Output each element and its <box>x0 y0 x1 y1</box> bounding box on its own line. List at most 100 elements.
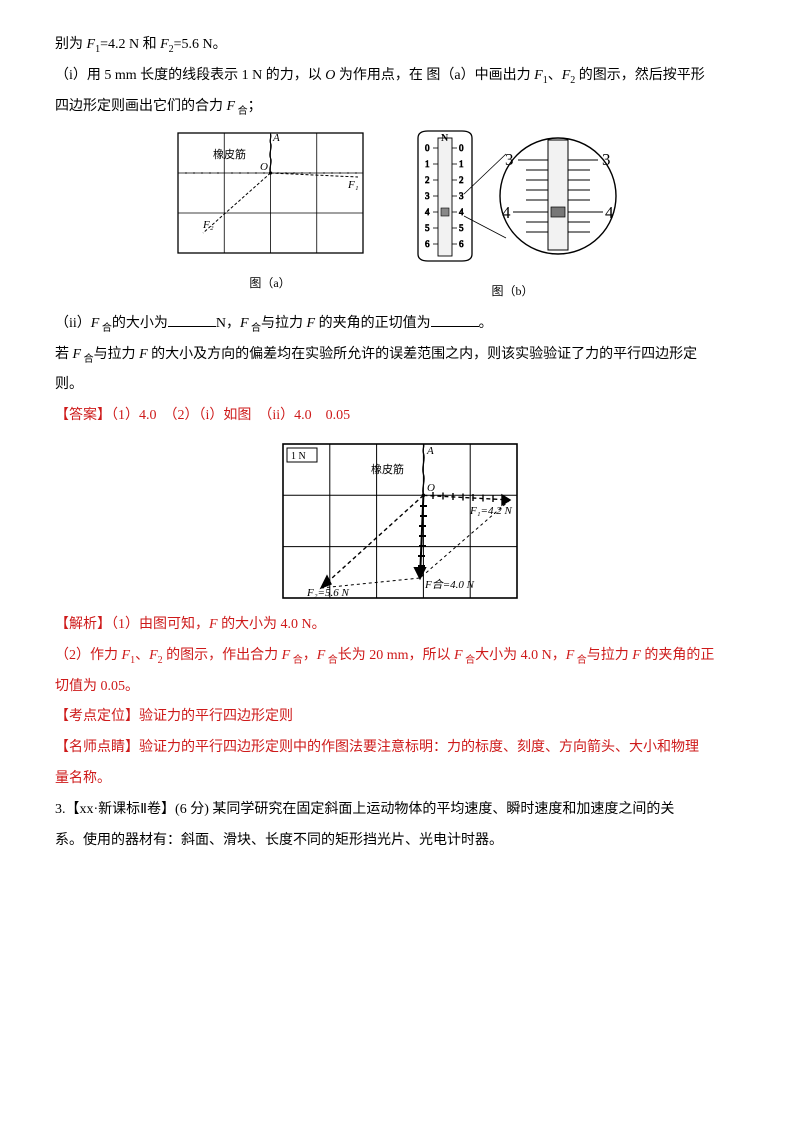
label-F1-2: F₁=4.2 N <box>469 505 512 517</box>
sub-he: 合 <box>81 353 94 364</box>
mingshi-2: 量名称。 <box>55 764 745 795</box>
tick-1r: 1 <box>459 159 464 169</box>
t: 与拉力 <box>261 316 307 331</box>
exp-1: 【解析】（1）由图可知，F 的大小为 4.0 N。 <box>55 610 745 641</box>
q3-line2: 系。使用的器材有：斜面、滑块、长度不同的矩形挡光片、光电计时器。 <box>55 826 745 857</box>
t: 的图示，然后按平形 <box>575 68 705 83</box>
t: =4.2 N 和 <box>100 37 160 52</box>
tick-6r: 6 <box>459 239 464 249</box>
tick-6l: 6 <box>425 239 430 249</box>
s: 合 <box>325 655 338 666</box>
exp-3: 切值为 0.05。 <box>55 672 745 703</box>
var-f1: F <box>87 37 96 52</box>
t: 。 <box>479 316 493 331</box>
t: 、 <box>548 68 562 83</box>
q3-line1: 3.【xx·新课标Ⅱ卷】(6 分) 某同学研究在固定斜面上运动物体的平均速度、瞬… <box>55 795 745 826</box>
tick-3r: 3 <box>459 191 464 201</box>
line-1: 别为 F1=4.2 N 和 F2=5.6 N。 <box>55 30 745 61</box>
figure-a: A O F₁ F₂ 橡皮筋 <box>173 128 368 268</box>
figure-2: 1 N A 橡皮筋 O F₁=4.2 N F₂=5.6 N F <box>275 436 525 606</box>
t: 【解析】（1）由图可知， <box>55 617 209 632</box>
t: 若 <box>55 347 73 362</box>
figure-b: 0 0 1 1 2 2 3 3 4 4 5 5 6 6 N <box>398 128 628 276</box>
big-4l: 4 <box>502 203 511 222</box>
big-3r: 3 <box>602 150 611 169</box>
label-Fh: F合=4.0 N <box>424 578 475 591</box>
var-f1: F <box>534 68 543 83</box>
var-f: F <box>73 347 82 362</box>
t: N， <box>216 316 240 331</box>
t: 长为 20 mm，所以 <box>338 648 454 663</box>
t: 的夹角的正 <box>641 648 715 663</box>
sub-he2: 合 <box>249 323 262 334</box>
tick-0l: 0 <box>425 143 430 153</box>
label-rubber2: 橡皮筋 <box>371 462 404 476</box>
var-f3: F <box>307 316 316 331</box>
t: 为作用点，在 图（a）中画出力 <box>335 68 534 83</box>
v: F <box>632 648 641 663</box>
blank-2 <box>431 313 479 327</box>
caption-a: 图（a） <box>173 270 368 296</box>
t: ； <box>248 99 262 114</box>
t: 的夹角的正切值为 <box>315 316 431 331</box>
v: F <box>149 648 158 663</box>
line-2: （i）用 5 mm 长度的线段表示 1 N 的力，以 O 为作用点，在 图（a）… <box>55 61 745 92</box>
t: 与拉力 <box>587 648 633 663</box>
big-4r: 4 <box>605 203 614 222</box>
label-A: A <box>272 132 280 144</box>
t: 的大小为 <box>112 316 168 331</box>
label-F2-2: F₂=5.6 N <box>306 587 349 599</box>
tick-3l: 3 <box>425 191 430 201</box>
figure-a-wrap: A O F₁ F₂ 橡皮筋 图（a） <box>173 128 368 296</box>
t: 的大小为 4.0 N。 <box>218 617 326 632</box>
exp-2: （2）作力 F1、F2 的图示，作出合力 F 合，F 合长为 20 mm，所以 … <box>55 641 745 672</box>
v: F <box>454 648 463 663</box>
s: 合 <box>290 655 303 666</box>
var-f2: F <box>160 37 169 52</box>
t: 的大小及方向的偏差均在实验所允许的误差范围之内，则该实验验证了力的平行四边形定 <box>148 347 698 362</box>
t: （2）作力 <box>55 648 122 663</box>
t: （ii） <box>55 316 91 331</box>
tick-5r: 5 <box>459 223 464 233</box>
answer-line: 【答案】（1）4.0 （2）（i）如图 （ii）4.0 0.05 <box>55 401 745 432</box>
label-N: N <box>441 133 449 144</box>
figure-b-wrap: 0 0 1 1 2 2 3 3 4 4 5 5 6 6 N <box>398 128 628 304</box>
tick-0r: 0 <box>459 143 464 153</box>
line-4: （ii）F 合的大小为N，F 合与拉力 F 的夹角的正切值为。 <box>55 309 745 340</box>
var-f: F <box>227 99 236 114</box>
tick-2l: 2 <box>425 175 430 185</box>
v: F <box>282 648 291 663</box>
s: 合 <box>463 655 476 666</box>
caption-b: 图（b） <box>398 278 628 304</box>
t: 与拉力 <box>94 347 140 362</box>
label-O2: O <box>427 482 435 494</box>
var-f2: F <box>562 68 571 83</box>
scale-label: 1 N <box>291 451 306 462</box>
var-O: O <box>325 68 335 83</box>
t: 四边形定则画出它们的合力 <box>55 99 227 114</box>
var-f: F <box>209 617 218 632</box>
tick-5l: 5 <box>425 223 430 233</box>
t: 大小为 4.0 N， <box>475 648 566 663</box>
sub-he: 合 <box>99 323 112 334</box>
v: F <box>122 648 131 663</box>
v: F <box>566 648 575 663</box>
label-O: O <box>260 161 268 173</box>
label-F2: F₂ <box>202 219 214 231</box>
var-f2: F <box>139 347 148 362</box>
line-3: 四边形定则画出它们的合力 F 合； <box>55 92 745 123</box>
sub-he: 合 <box>235 105 248 116</box>
t: （i）用 5 mm 长度的线段表示 1 N 的力，以 <box>55 68 325 83</box>
figure-2-wrap: 1 N A 橡皮筋 O F₁=4.2 N F₂=5.6 N F <box>55 436 745 606</box>
label-A2: A <box>426 445 434 457</box>
big-3l: 3 <box>505 150 514 169</box>
s: 合 <box>574 655 587 666</box>
kaodian: 【考点定位】验证力的平行四边形定则 <box>55 702 745 733</box>
t: ， <box>303 648 317 663</box>
figure-row-1: A O F₁ F₂ 橡皮筋 图（a） 0 0 1 1 2 2 3 3 4 4 5 5 6 6 … <box>55 128 745 304</box>
t: =5.6 N。 <box>174 37 227 52</box>
t: 别为 <box>55 37 87 52</box>
blank-1 <box>168 313 216 327</box>
tick-1l: 1 <box>425 159 430 169</box>
tick-2r: 2 <box>459 175 464 185</box>
